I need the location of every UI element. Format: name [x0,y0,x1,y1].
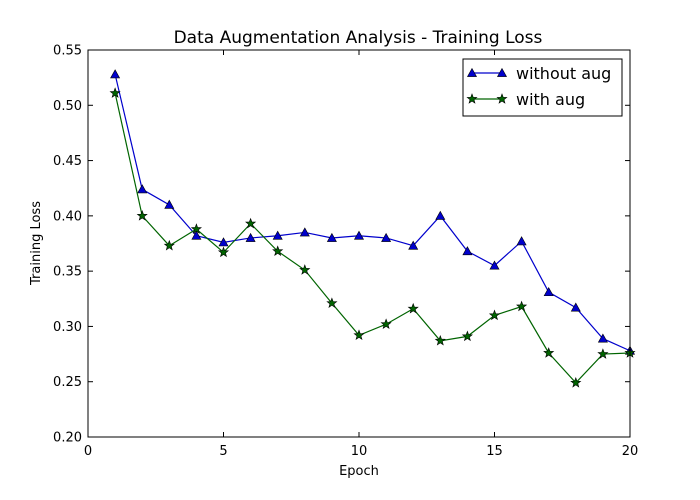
x-axis-label: Epoch [339,464,379,479]
legend-marker-2 [496,93,508,104]
data-point-series-2 [407,302,419,314]
data-point-series-1 [110,69,121,79]
data-point-series-1 [326,232,337,242]
data-point-series-1 [164,199,175,209]
data-point-series-2 [272,245,284,256]
data-point-series-1 [137,184,148,194]
data-point-series-1 [299,227,310,237]
series-line-1 [114,74,631,352]
y-tick-label: 0.55 [53,44,82,59]
data-point-series-1 [191,230,202,240]
data-point-series-2 [516,300,528,312]
y-tick-label: 0.20 [53,431,82,446]
series-line-2 [114,92,631,384]
y-tick-label: 0.50 [53,99,82,114]
legend-marker-1 [496,67,508,77]
legend-marker-1 [466,67,478,77]
y-tick-label: 0.30 [53,320,82,335]
data-point-series-1 [462,246,473,256]
data-point-series-1 [543,287,554,297]
data-point-series-2 [380,318,392,329]
data-point-series-1 [570,302,581,312]
data-point-series-2 [136,210,148,221]
data-point-series-2 [434,334,446,346]
x-tick-label: 15 [486,444,503,459]
data-point-series-1 [245,232,256,242]
data-point-series-2 [543,347,555,358]
y-tick-label: 0.35 [53,265,82,280]
data-point-series-1 [516,236,527,246]
data-point-series-2 [326,297,338,308]
data-point-series-1 [597,333,608,343]
x-tick-label: 20 [622,444,639,459]
data-point-series-2 [461,330,473,342]
x-tick-label: 0 [84,444,92,459]
data-point-series-1 [435,210,446,220]
data-point-series-1 [218,237,229,247]
data-point-series-2 [109,87,121,98]
y-axis-label: Training Loss [29,201,44,286]
data-point-series-2 [245,217,257,229]
data-point-series-2 [190,223,202,234]
data-point-series-1 [272,230,283,240]
data-point-series-1 [408,240,419,250]
legend: without aug with aug [462,58,623,117]
y-tick-label: 0.25 [53,375,82,390]
legend-label-2: with aug [516,90,585,109]
x-tick-label: 10 [351,444,368,459]
x-tick-label: 5 [219,444,227,459]
chart-title: Data Augmentation Analysis - Training Lo… [174,28,543,48]
data-point-series-2 [570,376,582,388]
data-point-series-1 [381,232,392,242]
data-point-series-2 [217,246,230,258]
data-point-series-1 [489,260,500,270]
y-tick-label: 0.45 [53,154,82,169]
legend-marker-2 [466,93,478,104]
legend-label-1: without aug [516,64,611,83]
data-point-series-2 [597,348,609,359]
data-point-series-2 [163,239,175,251]
data-point-series-2 [488,309,501,321]
y-tick-label: 0.40 [53,209,82,224]
data-point-series-2 [299,264,311,275]
legend-box [462,58,623,117]
data-point-series-1 [353,230,365,240]
data-point-series-2 [353,329,365,341]
